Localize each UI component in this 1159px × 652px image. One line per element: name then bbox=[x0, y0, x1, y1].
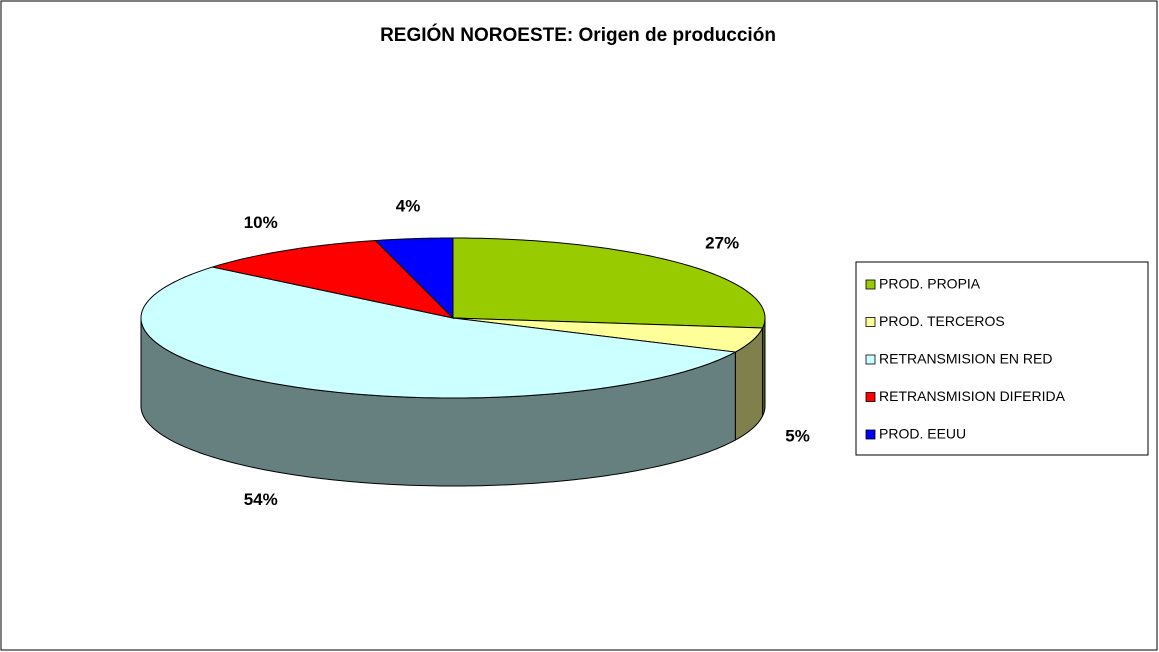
slice bbox=[140, 266, 737, 399]
chart-title: REGIÓN NOROESTE: Origen de producción bbox=[380, 24, 776, 46]
legend-label: RETRANSMISION EN RED bbox=[879, 351, 1052, 367]
legend-swatch bbox=[865, 429, 876, 440]
slice bbox=[452, 317, 764, 353]
data-label: 54% bbox=[244, 490, 278, 509]
legend-swatch bbox=[865, 354, 876, 365]
legend-box bbox=[855, 261, 1149, 456]
legend-swatch bbox=[865, 317, 876, 327]
legend-label: PROD. PROPIA bbox=[879, 276, 981, 292]
legend-label: PROD. EEUU bbox=[879, 426, 966, 442]
slice bbox=[212, 239, 455, 319]
legend-label: PROD. TERCEROS bbox=[879, 313, 1005, 329]
legend-label: RETRANSMISION DIFERIDA bbox=[879, 388, 1066, 404]
data-label: 10% bbox=[244, 213, 278, 232]
data-label: 4% bbox=[396, 196, 421, 215]
slice bbox=[374, 237, 454, 320]
data-label: 27% bbox=[705, 233, 739, 252]
data-label: 5% bbox=[785, 427, 810, 446]
legend-swatch bbox=[865, 392, 876, 402]
slice bbox=[452, 237, 766, 329]
legend-swatch bbox=[865, 279, 876, 290]
